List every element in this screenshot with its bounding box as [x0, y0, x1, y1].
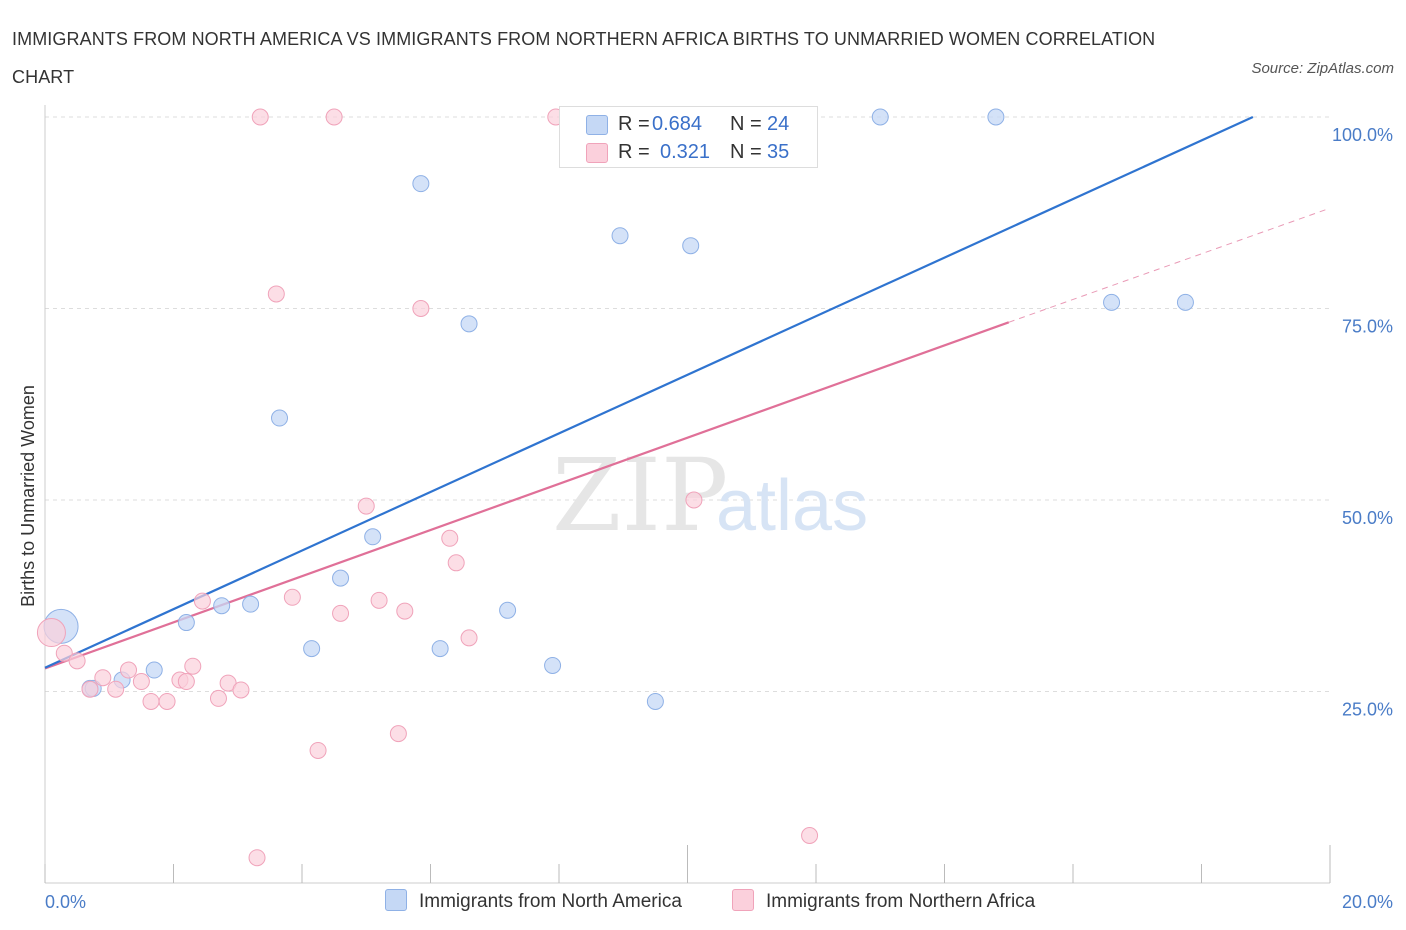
- point-north-america: [364, 528, 382, 546]
- point-northern-africa: [142, 692, 160, 710]
- point-northern-africa: [309, 741, 327, 759]
- y-tick-label: 25.0%: [1342, 700, 1393, 720]
- point-northern-africa: [251, 108, 269, 126]
- point-northern-africa: [232, 681, 250, 699]
- point-north-america: [412, 175, 430, 193]
- point-northern-africa: [81, 680, 99, 698]
- point-northern-africa: [412, 300, 430, 317]
- point-northern-africa: [193, 592, 211, 610]
- legend-swatch-northern-africa: [586, 143, 608, 163]
- point-northern-africa: [370, 591, 388, 609]
- point-north-america: [242, 595, 260, 613]
- point-north-america: [177, 614, 195, 632]
- point-northern-africa: [441, 529, 459, 547]
- point-northern-africa: [801, 827, 819, 845]
- legend-swatch-north-america: [586, 115, 608, 135]
- point-north-america: [611, 227, 629, 245]
- point-northern-africa: [107, 680, 125, 698]
- axes: [44, 105, 1331, 884]
- legend-r-value: 0.321: [660, 141, 711, 163]
- legend-r-value: 0.684: [652, 113, 703, 135]
- point-north-america: [682, 237, 700, 255]
- point-northern-africa: [209, 689, 227, 707]
- point-northern-africa: [283, 588, 301, 606]
- legend-n-label: N =: [730, 141, 762, 163]
- legend-n-label: N =: [730, 113, 762, 135]
- bottom-legend-label-northern-africa: Immigrants from Northern Africa: [766, 891, 1036, 912]
- point-northern-africa: [267, 285, 285, 303]
- bottom-legend-north-america: Immigrants from North America: [385, 888, 682, 916]
- point-north-america: [460, 315, 478, 333]
- legend-r-label: R =: [618, 113, 650, 135]
- point-northern-africa: [460, 629, 478, 647]
- y-tick-label: 50.0%: [1342, 508, 1393, 528]
- point-northern-africa: [332, 604, 350, 622]
- point-northern-africa: [685, 491, 703, 509]
- trend-line-north-america: [44, 115, 1254, 669]
- point-north-america: [499, 601, 517, 619]
- legend-r-label: R =: [618, 141, 650, 163]
- data-points: [36, 108, 1194, 867]
- bottom-legend-label-north-america: Immigrants from North America: [419, 891, 682, 912]
- trend-line-northern-africa-extension: [1008, 207, 1331, 323]
- point-north-america: [1176, 293, 1194, 311]
- y-axis-label: Births to Unmarried Women: [18, 385, 38, 607]
- point-northern-africa: [132, 673, 150, 691]
- point-north-america: [544, 656, 562, 674]
- point-northern-africa: [357, 497, 375, 515]
- y-tick-label: 75.0%: [1342, 317, 1393, 337]
- point-northern-africa: [447, 554, 465, 572]
- watermark: ZIP atlas: [552, 437, 868, 554]
- point-northern-africa: [55, 644, 73, 662]
- point-north-america: [1103, 293, 1121, 311]
- point-northern-africa: [158, 692, 176, 710]
- bottom-legend-swatch-north-america: [385, 889, 407, 911]
- grid: [45, 116, 1330, 692]
- point-north-america: [332, 569, 350, 587]
- point-northern-africa: [248, 849, 266, 867]
- legend-n-value: 24: [767, 113, 790, 135]
- chart-title: IMMIGRANTS FROM NORTH AMERICA VS IMMIGRA…: [12, 29, 1156, 87]
- point-north-america: [271, 409, 289, 427]
- point-northern-africa: [177, 673, 195, 691]
- point-northern-africa: [120, 661, 138, 679]
- legend-n-value: 35: [767, 141, 790, 163]
- point-northern-africa: [389, 725, 407, 743]
- point-north-america: [871, 108, 889, 126]
- point-north-america: [646, 692, 664, 710]
- x-tick-label: 0.0%: [45, 892, 86, 912]
- point-northern-africa: [325, 108, 343, 126]
- watermark-atlas: atlas: [716, 466, 868, 546]
- bottom-legend-swatch-northern-africa: [732, 889, 754, 911]
- point-northern-africa: [396, 602, 414, 620]
- trend-lines: [44, 115, 1331, 670]
- trend-line-northern-africa: [44, 321, 1010, 670]
- point-north-america: [431, 640, 449, 658]
- point-northern-africa: [68, 652, 86, 670]
- point-northern-africa: [94, 669, 112, 687]
- legend: R = 0.684 N = 24 R = 0.321 N = 35: [559, 106, 818, 168]
- tick-labels: 25.0% 50.0% 75.0% 100.0% 0.0% 20.0%: [45, 125, 1393, 912]
- point-northern-africa: [184, 657, 202, 675]
- point-north-america: [145, 661, 163, 679]
- x-tick-label: 20.0%: [1342, 892, 1393, 912]
- point-north-america: [213, 597, 231, 615]
- source-label: Source: ZipAtlas.com: [1251, 60, 1394, 77]
- point-northern-africa: [36, 618, 66, 648]
- point-north-america: [303, 640, 321, 658]
- point-north-america: [987, 108, 1005, 126]
- y-tick-label: 100.0%: [1332, 125, 1393, 145]
- bottom-legend-northern-africa: Immigrants from Northern Africa: [732, 888, 1035, 916]
